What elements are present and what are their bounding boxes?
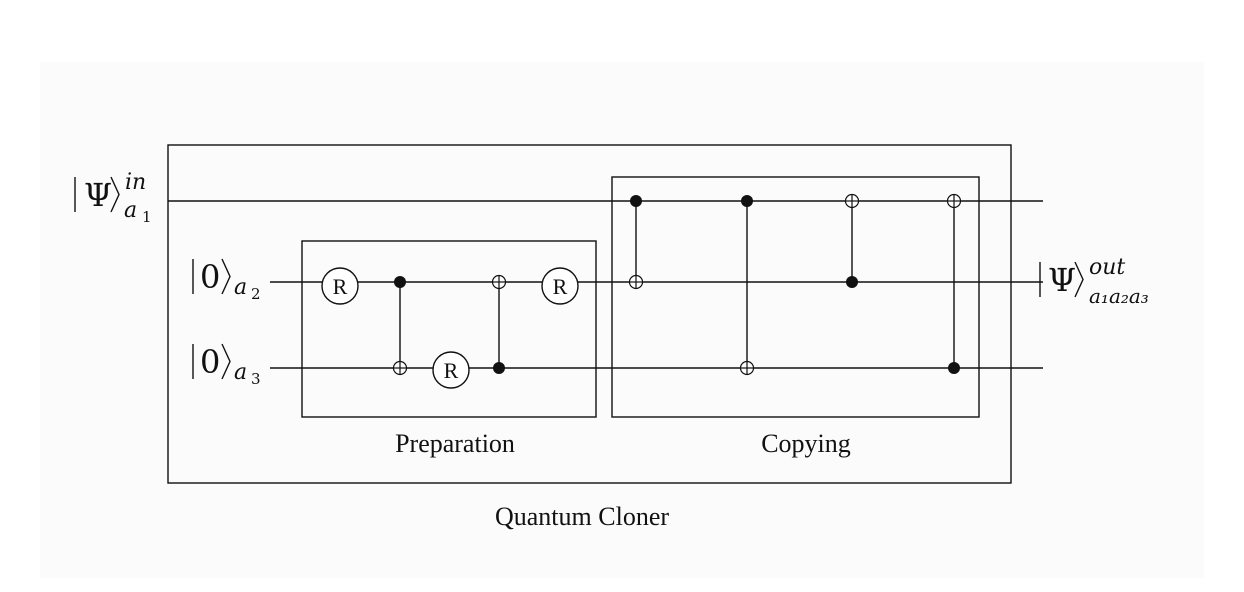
subscript-a1a2a3: a₁a₂a₃ xyxy=(1089,284,1149,308)
copying-label: Copying xyxy=(761,429,851,458)
input-label-a2: 0 a 2 xyxy=(192,258,261,303)
subscript-index-2: 2 xyxy=(251,285,261,303)
copying-box xyxy=(611,176,980,418)
target-oplus xyxy=(392,360,408,376)
quantum-cloner-box xyxy=(167,144,1012,484)
r-gate-label: R xyxy=(444,358,459,383)
r-gate-label: R xyxy=(333,274,348,299)
background-panel xyxy=(40,62,1204,578)
control-dot xyxy=(493,362,505,374)
control-dot xyxy=(948,362,960,374)
superscript-out: out xyxy=(1089,255,1125,280)
ket-zero-a3: 0 xyxy=(200,343,220,381)
quantum-cloner-label: Quantum Cloner xyxy=(495,502,669,531)
target-oplus xyxy=(844,193,860,209)
control-dot xyxy=(846,276,858,288)
target-oplus xyxy=(739,360,755,376)
r-gate-a2-first: R xyxy=(321,267,359,305)
control-dot xyxy=(630,195,642,207)
r-gate-label: R xyxy=(553,274,568,299)
superscript-in: in xyxy=(125,170,146,195)
r-gate-a3: R xyxy=(432,351,470,389)
preparation-label: Preparation xyxy=(395,429,515,458)
ket-psi-out: Ψ xyxy=(1048,261,1076,299)
target-oplus xyxy=(491,274,507,290)
subscript-index-1: 1 xyxy=(142,208,152,226)
control-dot xyxy=(394,276,406,288)
ket-psi-in: Ψ xyxy=(84,176,112,214)
ket-zero-a2: 0 xyxy=(200,258,220,296)
subscript-a3: a xyxy=(234,360,247,385)
subscript-index-3: 3 xyxy=(251,370,261,388)
r-gate-a2-second: R xyxy=(541,267,579,305)
target-oplus xyxy=(946,193,962,209)
input-label-a3: 0 a 3 xyxy=(192,343,261,388)
control-dot xyxy=(741,195,753,207)
subscript-a1: a xyxy=(124,198,137,223)
preparation-box xyxy=(301,240,597,418)
subscript-a2: a xyxy=(234,275,247,300)
target-oplus xyxy=(628,274,644,290)
input-label-a1: Ψ in a 1 xyxy=(74,170,152,226)
output-label: Ψ out a₁a₂a₃ xyxy=(1039,255,1149,308)
